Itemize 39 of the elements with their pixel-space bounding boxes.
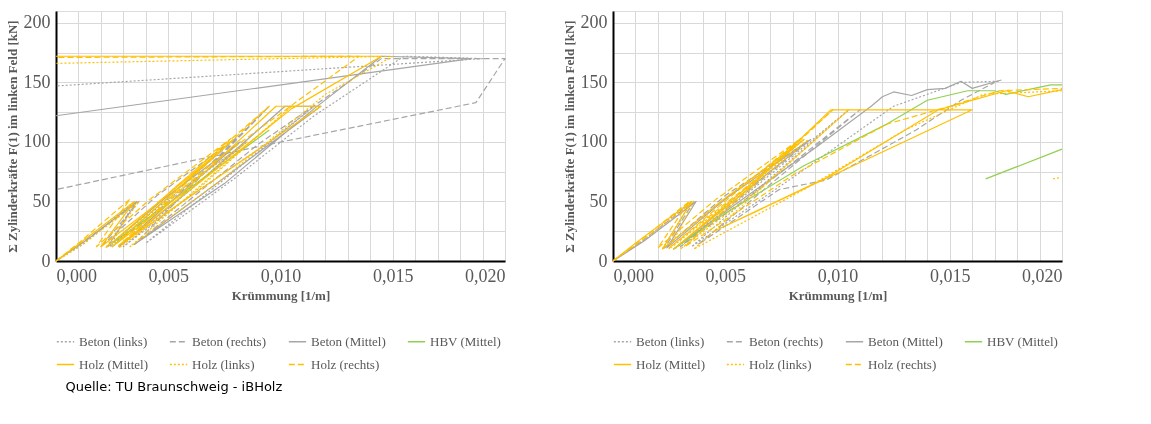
y-tick-label: 150 xyxy=(580,71,608,92)
legend-label: Beton (links) xyxy=(79,333,148,349)
y-tick-label: 50 xyxy=(32,190,51,211)
legend-label: Holz (links) xyxy=(192,356,255,372)
legend-label: Beton (links) xyxy=(636,333,705,349)
legend-label: Holz (rechts) xyxy=(868,356,937,372)
y-tick-label: 200 xyxy=(580,12,608,33)
y-tick-label: 100 xyxy=(580,131,608,152)
x-tick-label: 0,010 xyxy=(260,265,302,286)
legend-label: HBV (Mittel) xyxy=(987,333,1058,349)
y-tick-label: 200 xyxy=(23,12,51,33)
y-axis-title: Σ Zylinderkräfte F(1) im linken Feld [kN] xyxy=(4,20,20,253)
source-note: Quelle: TU Braunschweig - iBHolz xyxy=(65,378,283,394)
legend-label: Beton (rechts) xyxy=(192,333,267,349)
x-tick-label: 0,020 xyxy=(1022,265,1063,286)
x-axis-title: Krümmung [1/m] xyxy=(231,287,331,303)
x-tick-label: 0,010 xyxy=(817,265,859,286)
legend-label: Holz (Mittel) xyxy=(636,356,705,372)
x-tick-label: 0,005 xyxy=(148,265,189,286)
x-tick-label: 0,020 xyxy=(465,265,506,286)
x-tick-label: 0,005 xyxy=(705,265,746,286)
x-axis-title: Krümmung [1/m] xyxy=(788,287,888,303)
legend-label: Beton (rechts) xyxy=(749,333,824,349)
y-tick-label: 50 xyxy=(589,190,608,211)
legend-label: Holz (rechts) xyxy=(311,356,380,372)
legend-label: Holz (links) xyxy=(749,356,812,372)
y-tick-label: 0 xyxy=(598,250,608,271)
y-axis-title: Σ Zylinderkräfte F(1) im linken Feld [kN] xyxy=(561,20,577,253)
y-tick-label: 100 xyxy=(23,131,51,152)
x-tick-label: 0,000 xyxy=(56,265,97,286)
legend-label: Beton (Mittel) xyxy=(868,333,943,349)
legend-label: HBV (Mittel) xyxy=(430,333,501,349)
x-tick-label: 0,015 xyxy=(930,265,971,286)
legend-label: Beton (Mittel) xyxy=(311,333,386,349)
legend-label: Holz (Mittel) xyxy=(79,356,148,372)
x-tick-label: 0,000 xyxy=(613,265,654,286)
x-tick-label: 0,015 xyxy=(373,265,414,286)
y-tick-label: 0 xyxy=(41,250,51,271)
y-tick-label: 150 xyxy=(23,71,51,92)
